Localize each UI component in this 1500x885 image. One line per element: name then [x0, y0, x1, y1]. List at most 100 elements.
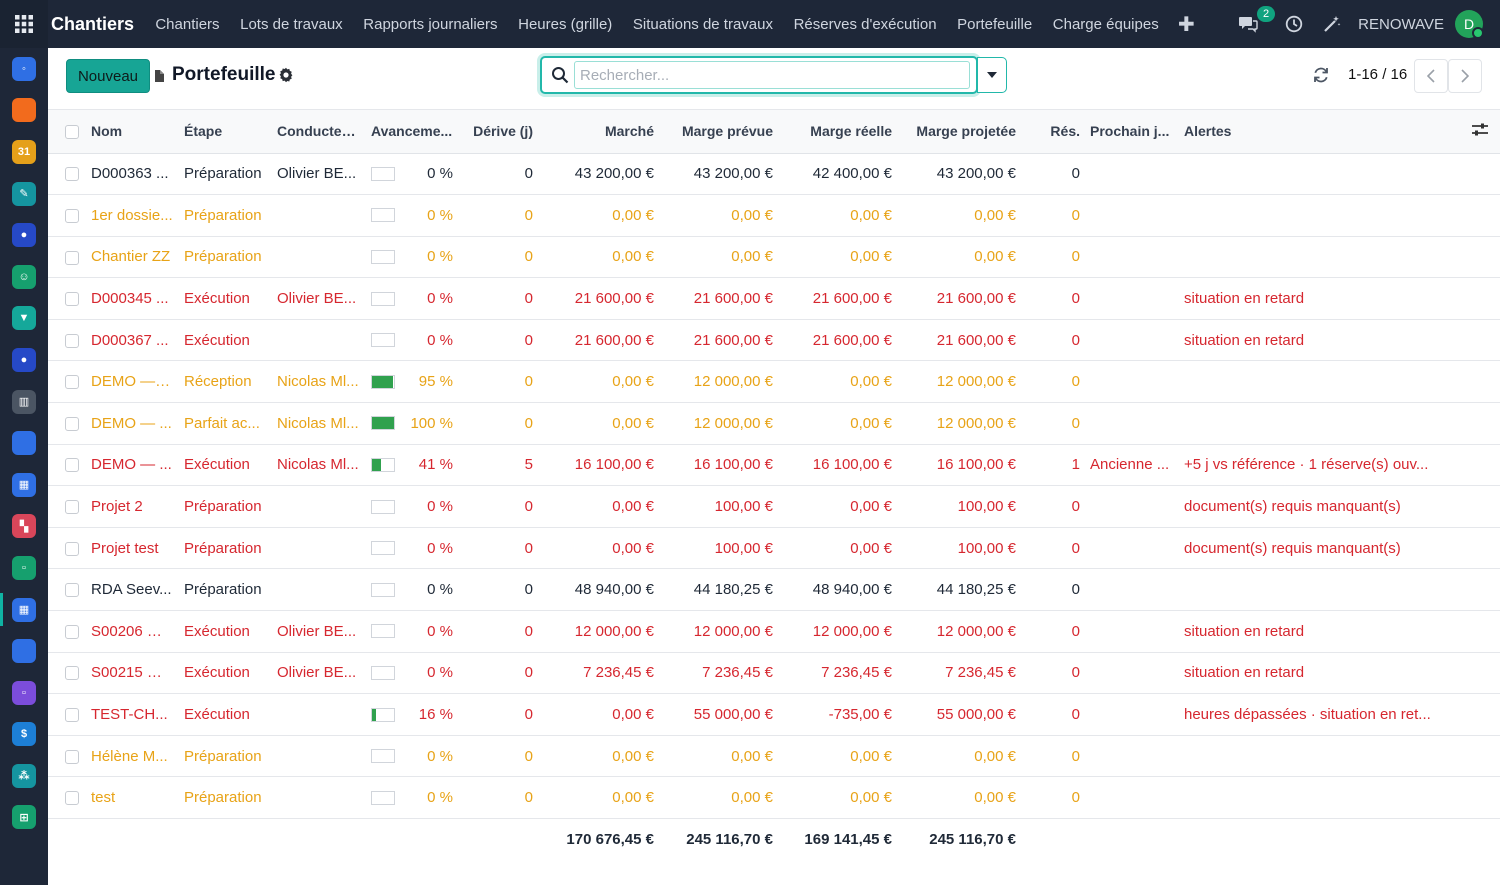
rail-app-item[interactable]: ✎ [0, 173, 48, 215]
checkbox[interactable] [65, 500, 79, 515]
checkbox[interactable] [65, 708, 79, 723]
menu-chantiers[interactable]: Chantiers [155, 15, 220, 33]
column-header-marge-reelle[interactable]: Marge réelle [778, 110, 897, 154]
optional-columns-toggle[interactable] [1443, 110, 1500, 154]
table-row[interactable]: D000367 ... Exécution 0 % 0 21 600,00 € 21 60… [48, 319, 1500, 361]
column-header-avancement[interactable]: Avanceme... [366, 110, 461, 154]
rail-app-item[interactable]: ⁂ [0, 755, 48, 797]
column-header-alertes[interactable]: Alertes [1179, 110, 1443, 154]
rail-app-item[interactable]: ▦ [0, 589, 48, 631]
checkbox[interactable] [65, 250, 79, 265]
table-row[interactable]: Hélène M... Préparation 0 % 0 0,00 € 0,00 € 0,… [48, 735, 1500, 777]
table-row[interactable]: Chantier ZZ Préparation 0 % 0 0,00 € 0,00 € 0,… [48, 236, 1500, 278]
pager-value[interactable]: 1-16 / 16 [1348, 66, 1408, 83]
column-header-marche[interactable]: Marché [538, 110, 659, 154]
checkbox[interactable] [65, 541, 79, 556]
menu-heures-grille[interactable]: Heures (grille) [518, 15, 613, 33]
menu-portefeuille[interactable]: Portefeuille [957, 15, 1033, 33]
checkbox[interactable] [65, 375, 79, 390]
gear-icon[interactable] [278, 67, 294, 83]
column-header-nom[interactable]: Nom [86, 110, 179, 154]
search-input[interactable] [574, 61, 970, 89]
menu-charge-equipes[interactable]: Charge équipes [1052, 15, 1159, 33]
search-options-toggle[interactable] [977, 57, 1007, 93]
new-button[interactable]: Nouveau [66, 59, 150, 93]
row-checkbox[interactable] [48, 361, 86, 403]
table-row[interactable]: Projet 2 Préparation 0 % 0 0,00 € 100,00 € 0,0… [48, 486, 1500, 528]
checkbox[interactable] [65, 292, 79, 307]
checkbox[interactable] [65, 791, 79, 806]
menu-lots-de-travaux[interactable]: Lots de travaux [240, 15, 343, 33]
app-grid-icon[interactable] [0, 0, 48, 48]
messages-icon[interactable]: 2 [1236, 6, 1276, 36]
table-row[interactable]: D000345 ... Exécution Olivier BE... 0 % 0 21 … [48, 278, 1500, 320]
rail-app-item[interactable] [0, 630, 48, 672]
table-row[interactable]: D000363 ... Préparation Olivier BE... 0 % 0 4… [48, 153, 1500, 195]
checkbox[interactable] [65, 167, 79, 182]
menu-rapports-journaliers[interactable]: Rapports journaliers [363, 15, 498, 33]
row-checkbox[interactable] [48, 486, 86, 528]
add-menu-icon[interactable]: ✚ [1178, 13, 1195, 36]
table-row[interactable]: DEMO — ... Exécution Nicolas Ml... 41 % 5 16 … [48, 444, 1500, 486]
checkbox[interactable] [65, 749, 79, 764]
column-header-marge-prevue[interactable]: Marge prévue [659, 110, 778, 154]
rail-app-item[interactable]: ● [0, 339, 48, 381]
rail-app-item[interactable]: ☺ [0, 256, 48, 298]
rail-app-item[interactable]: ▦ [0, 464, 48, 506]
row-checkbox[interactable] [48, 278, 86, 320]
checkbox[interactable] [65, 208, 79, 223]
checkbox[interactable] [65, 333, 79, 348]
row-checkbox[interactable] [48, 403, 86, 445]
app-brand[interactable]: Chantiers [51, 13, 135, 34]
rail-app-item[interactable] [0, 90, 48, 132]
rail-app-item[interactable]: ▫ [0, 672, 48, 714]
rail-app-item[interactable]: ▚ [0, 506, 48, 548]
rail-app-item[interactable] [0, 422, 48, 464]
table-row[interactable]: S00206 —... Exécution Olivier BE... 0 % 0 12 … [48, 611, 1500, 653]
user-avatar[interactable]: D [1455, 10, 1484, 39]
table-row[interactable]: DEMO — ... Parfait ac... Nicolas Ml... 100 … [48, 403, 1500, 445]
checkbox[interactable] [65, 666, 79, 681]
select-all-checkbox[interactable] [48, 110, 86, 154]
checkbox[interactable] [65, 416, 79, 431]
table-row[interactable]: test Préparation 0 % 0 0,00 € 0,00 € 0,00 € 0,0… [48, 777, 1500, 819]
rail-app-item[interactable]: ▼ [0, 298, 48, 340]
checkbox[interactable] [65, 583, 79, 598]
row-checkbox[interactable] [48, 735, 86, 777]
table-row[interactable]: Projet test Préparation 0 % 0 0,00 € 100,00 €… [48, 527, 1500, 569]
rail-app-item[interactable]: $ [0, 714, 48, 756]
column-header-prochain-jalon[interactable]: Prochain j... [1085, 110, 1179, 154]
table-row[interactable]: S00215 —... Exécution Olivier BE... 0 % 0 7 2… [48, 652, 1500, 694]
row-checkbox[interactable] [48, 527, 86, 569]
row-checkbox[interactable] [48, 195, 86, 237]
row-checkbox[interactable] [48, 236, 86, 278]
table-row[interactable]: DEMO — l... Réception Nicolas Ml... 95 % 0 0,… [48, 361, 1500, 403]
pager-next-button[interactable] [1448, 59, 1482, 93]
rail-app-item[interactable]: ⊞ [0, 797, 48, 839]
row-checkbox[interactable] [48, 319, 86, 361]
menu-situations-de-travaux[interactable]: Situations de travaux [632, 15, 773, 33]
row-checkbox[interactable] [48, 652, 86, 694]
company-switcher[interactable]: RENOWAVE [1358, 15, 1444, 33]
row-checkbox[interactable] [48, 444, 86, 486]
row-checkbox[interactable] [48, 611, 86, 653]
column-header-etape[interactable]: Étape [179, 110, 272, 154]
menu-reserves-execution[interactable]: Réserves d'exécution [793, 15, 937, 33]
rail-app-item[interactable]: ▥ [0, 381, 48, 423]
checkbox[interactable] [65, 624, 79, 639]
magic-wand-icon[interactable] [1320, 12, 1344, 36]
column-header-conducteur[interactable]: Conducteu... [272, 110, 366, 154]
row-checkbox[interactable] [48, 694, 86, 736]
refresh-icon[interactable] [1312, 66, 1330, 84]
rail-app-item[interactable]: ● [0, 214, 48, 256]
column-header-marge-projetee[interactable]: Marge projetée [897, 110, 1021, 154]
checkbox[interactable] [65, 458, 79, 473]
row-checkbox[interactable] [48, 569, 86, 611]
pager-previous-button[interactable] [1414, 59, 1448, 93]
column-header-reserves[interactable]: Rés. [1021, 110, 1085, 154]
rail-app-item[interactable]: ▫ [0, 547, 48, 589]
clock-icon[interactable] [1282, 12, 1306, 36]
column-header-derive[interactable]: Dérive (j) [461, 110, 538, 154]
table-row[interactable]: TEST-CH... Exécution 16 % 0 0,00 € 55 000,00 … [48, 694, 1500, 736]
row-checkbox[interactable] [48, 153, 86, 195]
